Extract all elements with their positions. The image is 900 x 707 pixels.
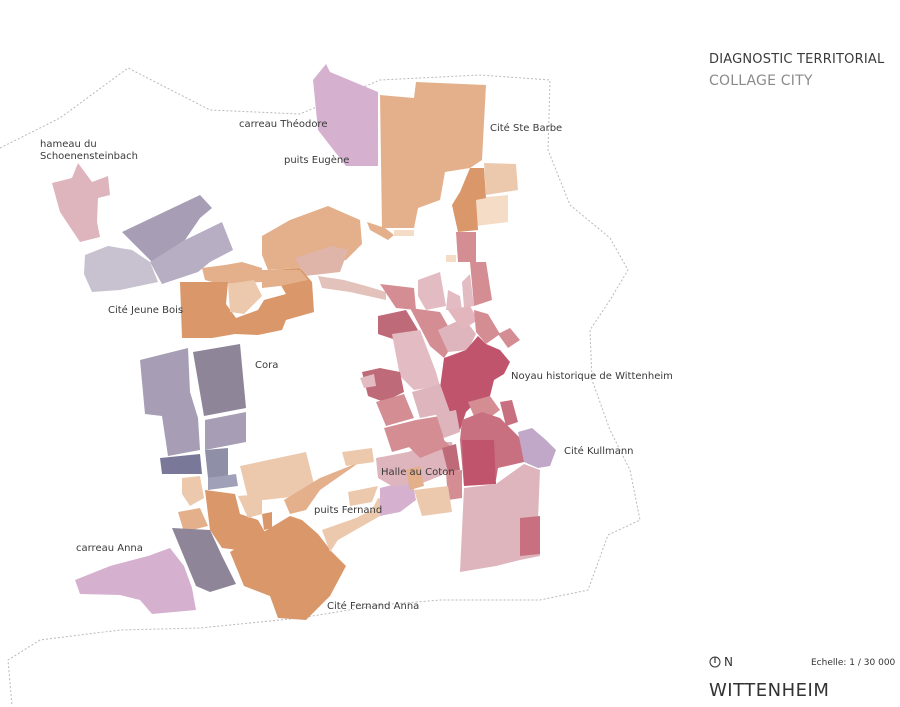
label-cite-fernand-anna: Cité Fernand Anna bbox=[327, 600, 419, 612]
parcel-nw-grey2 bbox=[150, 222, 233, 284]
parcel-nh-5 bbox=[470, 262, 492, 306]
label-halle-au-coton: Halle au Coton bbox=[381, 467, 455, 478]
parcel-nw-grey1 bbox=[122, 195, 212, 262]
label-cite-jeune-bois: Cité Jeune Bois bbox=[108, 304, 183, 316]
parcel-puits-fernand bbox=[380, 480, 416, 516]
map-subtitle: COLLAGE CITY bbox=[709, 73, 813, 89]
parcel-cs-tan2 bbox=[284, 462, 360, 514]
parcel-nh-15 bbox=[376, 394, 414, 426]
parcel-ste-barbe-stem bbox=[456, 232, 476, 262]
parcel-se-rose-strip bbox=[520, 516, 540, 556]
commune-boundary bbox=[0, 67, 641, 707]
parcel-cora-blue2 bbox=[205, 448, 228, 478]
label-puits-fernand: puits Fernand bbox=[314, 505, 382, 516]
label-hameau-1: hameau du bbox=[40, 139, 97, 150]
parcel-fa-pale2 bbox=[348, 486, 378, 506]
parcel-nh-22 bbox=[462, 440, 496, 486]
parcel-fa-1 bbox=[178, 508, 208, 532]
parcel-ste-barbe-e1 bbox=[484, 163, 518, 195]
parcel-nh-27 bbox=[414, 486, 452, 516]
parcel-nh-14 bbox=[360, 374, 376, 388]
scale-label: Echelle: 1 / 30 000 bbox=[811, 658, 896, 668]
parcel-nh-8 bbox=[410, 308, 456, 358]
place-name: WITTENHEIM bbox=[709, 680, 830, 701]
parcel-fa-main bbox=[230, 516, 346, 620]
parcel-jeune-bois-inner bbox=[228, 280, 262, 314]
parcel-cora-e bbox=[193, 344, 246, 416]
parcel-nh-25 bbox=[442, 444, 460, 472]
label-cora: Cora bbox=[255, 360, 278, 371]
parcel-nw-grey3 bbox=[84, 246, 158, 292]
parcel-jeune-bois-main bbox=[180, 268, 314, 338]
parcel-carreau-anna bbox=[75, 548, 196, 614]
parcel-nh-11 bbox=[474, 310, 500, 344]
label-puits-eugene: puits Eugène bbox=[284, 154, 349, 166]
parcel-cs-tan3 bbox=[342, 448, 374, 466]
parcel-ste-barbe-e3 bbox=[452, 168, 486, 232]
parcel-cora-blue3 bbox=[208, 474, 238, 490]
parcel-nh-28 bbox=[406, 466, 424, 490]
parcel-jeune-bois-w bbox=[202, 262, 262, 284]
parcel-fa-pale1 bbox=[322, 498, 386, 552]
parcel-carreau-theodore bbox=[313, 64, 378, 166]
label-cite-kullmann: Cité Kullmann bbox=[564, 445, 634, 457]
parcel-nh-26 bbox=[446, 470, 462, 500]
parcel-cora-blue1 bbox=[160, 454, 202, 474]
parcel-jeune-bois-strip bbox=[262, 270, 308, 288]
parcel-jeune-bois-c bbox=[295, 246, 348, 276]
parcel-nh-18 bbox=[436, 410, 460, 438]
parcel-fa-3 bbox=[238, 494, 262, 518]
parcel-nh-1 bbox=[380, 284, 416, 310]
parcel-fa-2 bbox=[205, 490, 266, 550]
parcel-noyau-historique bbox=[440, 336, 510, 430]
parcel-ste-barbe-main bbox=[380, 82, 486, 228]
parcel-nh-3 bbox=[446, 290, 462, 310]
parcel-nh-7 bbox=[392, 330, 440, 390]
label-carreau-anna: carreau Anna bbox=[76, 543, 143, 554]
map-title: DIAGNOSTIC TERRITORIAL bbox=[709, 52, 885, 67]
parcel-hameau bbox=[52, 163, 110, 242]
label-hameau-2: Schoenensteinbach bbox=[40, 151, 138, 162]
parcel-ste-barbe-pale1 bbox=[394, 230, 414, 236]
parcel-nh-4 bbox=[462, 274, 474, 308]
parcel-ste-barbe-e2 bbox=[476, 195, 508, 226]
parcel-nh-10 bbox=[448, 306, 478, 330]
parcel-ste-barbe-pale2 bbox=[446, 255, 456, 262]
label-noyau-historique: Noyau historique de Wittenheim bbox=[511, 371, 673, 382]
parcel-fa-grey bbox=[172, 528, 236, 592]
parcel-nh-16 bbox=[412, 384, 450, 418]
parcel-cs-tan4 bbox=[182, 476, 204, 506]
parcel-nh-2 bbox=[418, 272, 446, 310]
parcel-nh-24 bbox=[406, 436, 450, 458]
parcel-cora-s bbox=[205, 412, 246, 450]
parcel-cs-tan1 bbox=[240, 452, 314, 500]
parcel-nh-20 bbox=[500, 400, 518, 426]
parcel-fa-4 bbox=[262, 512, 272, 530]
parcel-nh-23 bbox=[376, 442, 456, 486]
north-label: N bbox=[724, 655, 733, 669]
north-arrow-icon bbox=[709, 656, 721, 668]
parcel-cite-kullmann bbox=[518, 428, 556, 468]
parcel-nh-17 bbox=[384, 416, 444, 452]
place-labels: hameau du Schoenensteinbach carreau Théo… bbox=[40, 118, 673, 612]
parcel-corridor bbox=[318, 276, 386, 300]
label-carreau-theodore: carreau Théodore bbox=[239, 118, 327, 130]
label-cite-ste-barbe: Cité Ste Barbe bbox=[490, 122, 562, 134]
parcel-cora-w bbox=[140, 348, 200, 456]
parcel-ste-barbe-tail bbox=[367, 222, 394, 240]
parcel-nh-12 bbox=[498, 328, 520, 348]
north-indicator: N bbox=[709, 655, 733, 669]
